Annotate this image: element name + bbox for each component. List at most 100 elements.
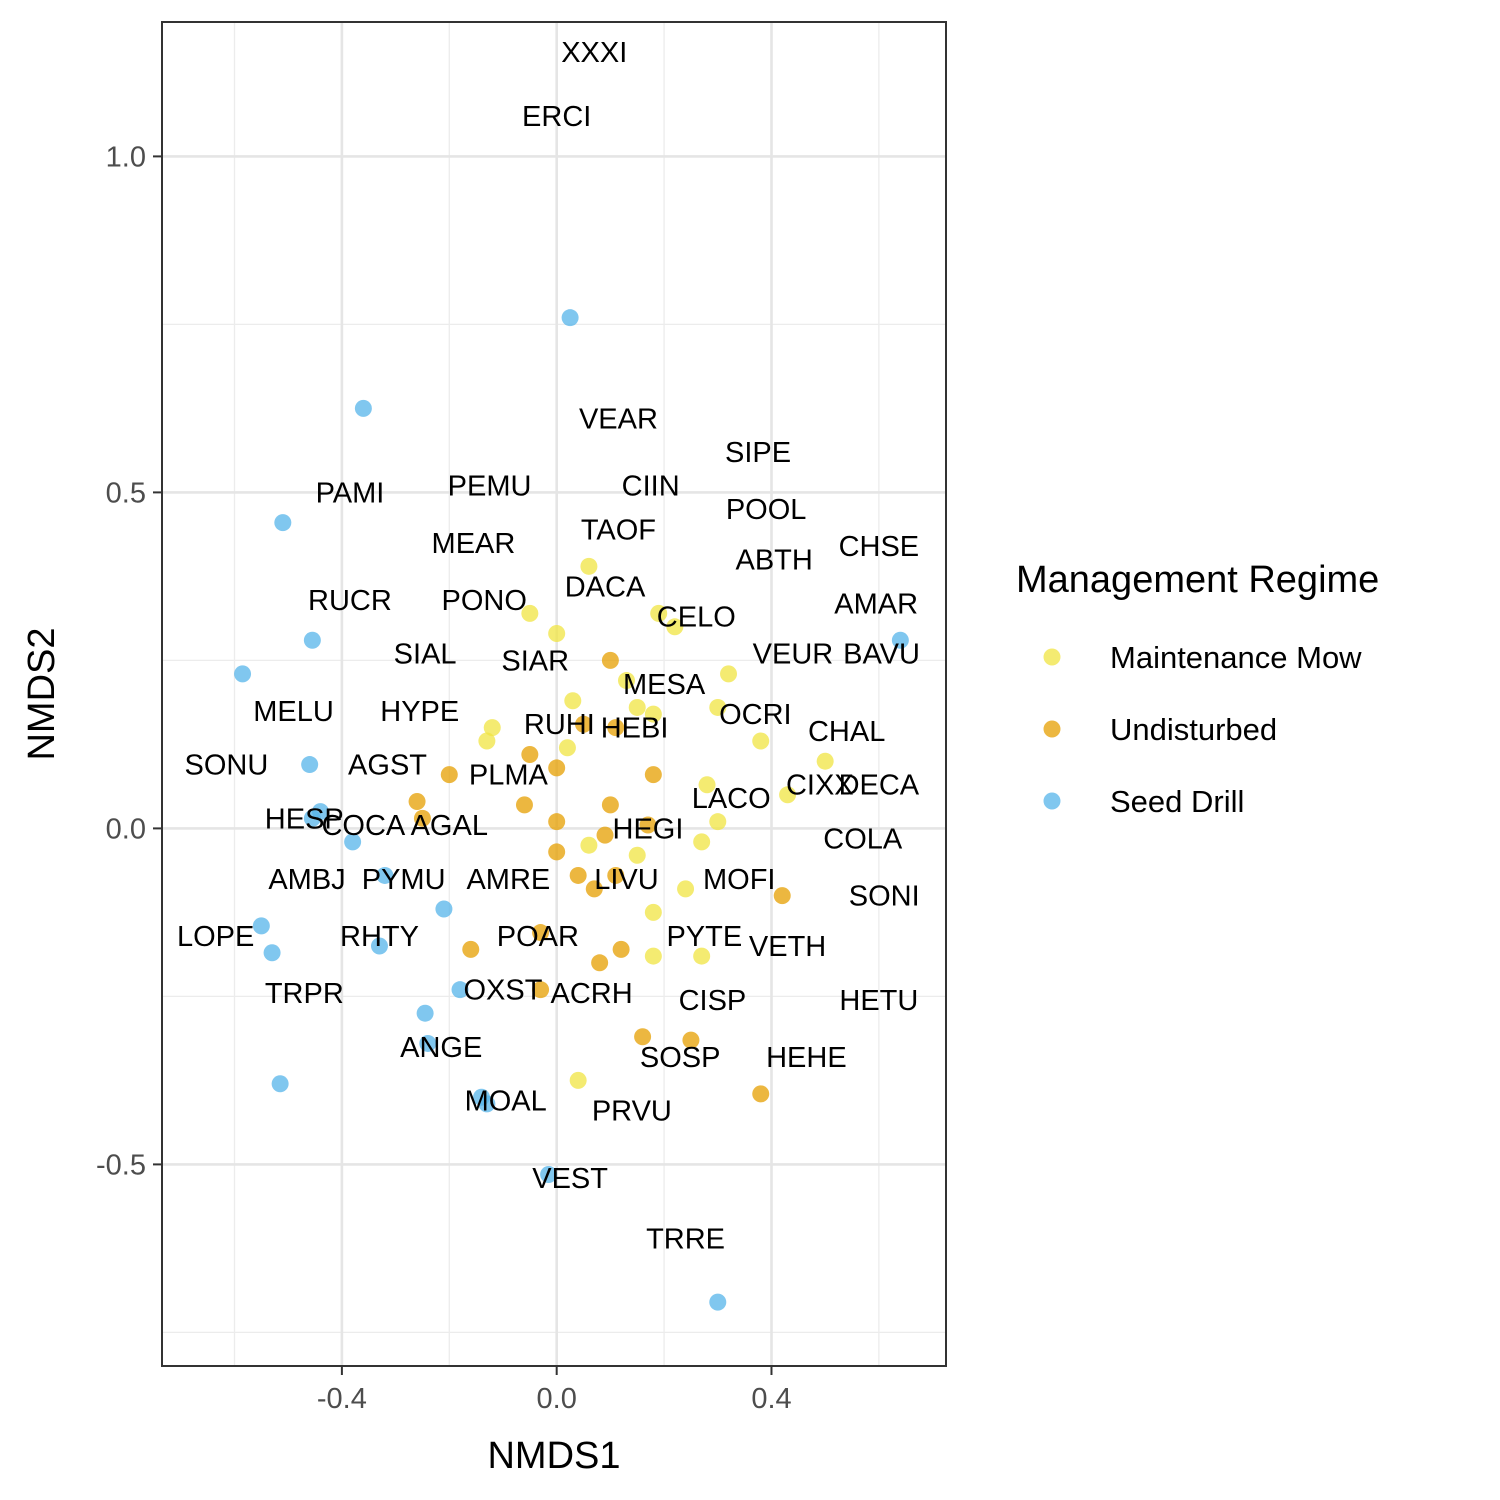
data-point xyxy=(478,732,496,750)
species-label: CIIN xyxy=(622,471,680,503)
species-label: CHSE xyxy=(839,531,920,563)
data-point xyxy=(540,1165,558,1183)
species-label: VEAR xyxy=(579,403,658,435)
y-tick-label: -0.5 xyxy=(96,1149,146,1181)
data-point xyxy=(271,1075,289,1093)
data-point xyxy=(585,880,603,898)
species-label: RUHI xyxy=(524,709,595,741)
species-label: LIVU xyxy=(594,864,658,896)
species-label: VETH xyxy=(749,931,826,963)
species-label: AMBJ xyxy=(268,864,345,896)
species-label: MOFI xyxy=(703,864,776,896)
data-point xyxy=(234,665,252,683)
data-point xyxy=(580,836,598,854)
data-point xyxy=(773,887,791,905)
data-point xyxy=(628,698,646,716)
species-label-layer: XXXI ERCI VEAR SIPE CIIN PAMI PEMU POOL TAOF MEAR… xyxy=(177,37,920,1255)
species-label: ERCI xyxy=(522,101,591,133)
species-label: MEAR xyxy=(432,528,516,560)
data-point xyxy=(612,940,630,958)
data-point xyxy=(462,940,480,958)
data-point xyxy=(548,759,566,777)
data-point xyxy=(644,766,662,784)
data-point xyxy=(709,1293,727,1311)
data-point xyxy=(580,557,598,575)
legend-label: Maintenance Mow xyxy=(1110,640,1362,675)
species-label: AMAR xyxy=(834,588,918,620)
plot-border xyxy=(161,21,947,1367)
data-point xyxy=(601,651,619,669)
species-label: LACO xyxy=(692,783,771,815)
data-point xyxy=(569,866,587,884)
data-point xyxy=(478,1095,496,1113)
data-point xyxy=(607,719,625,737)
species-label: DACA xyxy=(565,571,646,603)
data-point xyxy=(617,672,635,690)
species-label: CHAL xyxy=(808,716,885,748)
data-point xyxy=(634,1028,652,1046)
species-label: CISP xyxy=(679,985,747,1017)
species-label: PYMU xyxy=(362,864,446,896)
legend-key xyxy=(1043,792,1061,810)
species-label: MOAL xyxy=(465,1086,547,1118)
x-axis-title: NMDS1 xyxy=(487,1435,620,1477)
grid-layer xyxy=(162,22,946,1366)
y-tick-label: 1.0 xyxy=(106,141,146,173)
y-tick-label: 0.5 xyxy=(106,477,146,509)
species-label: AMRE xyxy=(466,864,550,896)
y-axis-title: NMDS2 xyxy=(21,627,63,760)
data-point xyxy=(274,514,292,532)
legend-title: Management Regime xyxy=(1016,559,1379,601)
data-point xyxy=(301,756,319,774)
data-point xyxy=(354,399,372,417)
species-label: TRPR xyxy=(265,978,344,1010)
data-point xyxy=(416,1004,434,1022)
data-point xyxy=(779,786,797,804)
species-label: HEHE xyxy=(766,1042,847,1074)
data-point xyxy=(440,766,458,784)
species-label: PONO xyxy=(441,585,526,617)
data-point xyxy=(370,937,388,955)
data-point xyxy=(263,944,281,962)
species-label: CIXX xyxy=(786,770,854,802)
data-point xyxy=(650,604,668,622)
species-label: AGST xyxy=(348,750,427,782)
data-point xyxy=(521,604,539,622)
data-point xyxy=(515,796,533,814)
data-point xyxy=(569,1071,587,1089)
species-label: SONU xyxy=(185,750,269,782)
species-label: VEST xyxy=(532,1163,608,1195)
data-point xyxy=(709,813,727,831)
legend-label: Seed Drill xyxy=(1110,784,1244,819)
data-point xyxy=(698,776,716,794)
data-point xyxy=(816,752,834,770)
data-point xyxy=(709,698,727,716)
legend: Management Regime Maintenance Mow Undistu… xyxy=(1016,559,1379,819)
data-point xyxy=(601,796,619,814)
species-label: HYPE xyxy=(380,696,459,728)
data-point xyxy=(607,866,625,884)
data-point xyxy=(548,625,566,643)
data-point xyxy=(532,981,550,999)
species-label: PYTE xyxy=(666,921,742,953)
data-point xyxy=(644,903,662,921)
species-label: MELU xyxy=(253,696,334,728)
points-layer xyxy=(234,309,909,1311)
species-label: RHTY xyxy=(340,921,419,953)
data-point xyxy=(303,631,321,649)
data-point xyxy=(521,745,539,763)
species-label: ANGE xyxy=(400,1032,482,1064)
species-label: PEMU xyxy=(448,471,532,503)
species-label: RUCR xyxy=(308,585,392,617)
data-point xyxy=(666,618,684,636)
data-point xyxy=(376,866,394,884)
data-point xyxy=(344,833,362,851)
data-point xyxy=(451,981,469,999)
data-point xyxy=(435,900,453,918)
x-tick-label: 0.4 xyxy=(751,1383,791,1415)
data-point xyxy=(752,732,770,750)
data-point xyxy=(644,947,662,965)
species-label: BAVU xyxy=(843,639,920,671)
data-point xyxy=(682,1031,700,1049)
